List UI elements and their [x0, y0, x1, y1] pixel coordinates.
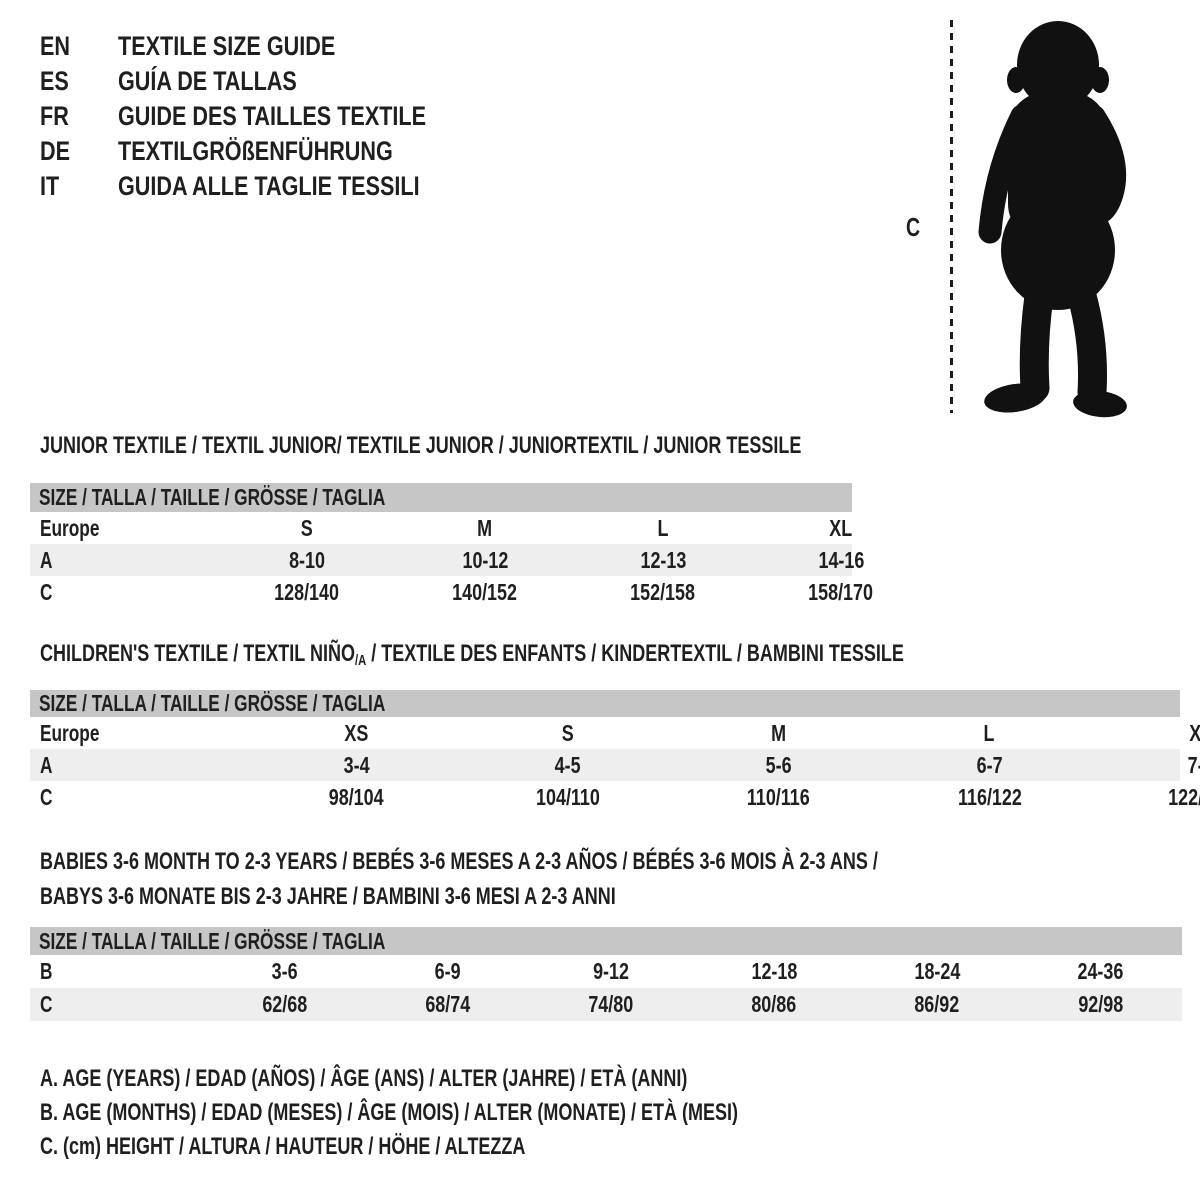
row-label: C — [40, 991, 53, 1017]
table-row-europe: Europe S M L XL — [30, 512, 852, 544]
language-row-en: EN TEXTILE SIZE GUIDE — [40, 29, 503, 64]
language-row-de: DE TEXTILGRÖßENFÜHRUNG — [40, 134, 503, 169]
language-title-list: EN TEXTILE SIZE GUIDE ES GUÍA DE TALLAS … — [40, 29, 503, 204]
row-label: C — [40, 579, 53, 605]
babies-size-table: SIZE / TALLA / TAILLE / GRÖSSE / TAGLIA … — [30, 927, 1182, 1021]
size-header-bar: SIZE / TALLA / TAILLE / GRÖSSE / TAGLIA — [30, 690, 1180, 717]
table-row-height: C 98/104 104/110 110/116 116/122 122/128 — [30, 781, 1200, 813]
guide-title-it: GUIDA ALLE TAGLIE TESSILI — [118, 171, 420, 201]
language-code: FR — [40, 101, 69, 131]
row-label: B — [40, 958, 53, 984]
size-header-bar: SIZE / TALLA / TAILLE / GRÖSSE / TAGLIA — [30, 927, 1182, 955]
language-code: EN — [40, 31, 71, 61]
legend-line-b: B. AGE (MONTHS) / EDAD (MESES) / ÂGE (MO… — [40, 1099, 738, 1126]
row-label: Europe — [40, 720, 100, 746]
language-row-it: IT GUIDA ALLE TAGLIE TESSILI — [40, 169, 503, 204]
junior-section-title: JUNIOR TEXTILE / TEXTIL JUNIOR/ TEXTILE … — [40, 432, 802, 459]
legend-line-c: C. (cm) HEIGHT / ALTURA / HAUTEUR / HÖHE… — [40, 1133, 526, 1160]
height-measure-label: C — [906, 212, 921, 242]
guide-title-en: TEXTILE SIZE GUIDE — [118, 31, 336, 61]
language-row-es: ES GUÍA DE TALLAS — [40, 64, 503, 99]
row-label: C — [40, 784, 53, 810]
table-row-height: C 128/140 140/152 152/158 158/170 — [30, 576, 873, 608]
row-label: Europe — [40, 515, 100, 541]
children-section-title: CHILDREN'S TEXTILE / TEXTIL NIÑO/A / TEX… — [40, 640, 904, 669]
table-row-europe: Europe XS S M L XL — [30, 717, 1200, 749]
row-label: A — [40, 547, 53, 573]
language-code: DE — [40, 136, 71, 166]
guide-title-es: GUÍA DE TALLAS — [118, 66, 297, 96]
row-label: A — [40, 752, 53, 778]
size-header-bar: SIZE / TALLA / TAILLE / GRÖSSE / TAGLIA — [30, 483, 852, 512]
children-size-table: SIZE / TALLA / TAILLE / GRÖSSE / TAGLIA … — [30, 690, 1200, 813]
guide-title-de: TEXTILGRÖßENFÜHRUNG — [118, 136, 393, 166]
table-row-height: C 62/68 68/74 74/80 80/86 86/92 92/98 — [30, 988, 1182, 1021]
babies-section-title: BABIES 3-6 MONTH TO 2-3 YEARS / BEBÉS 3-… — [40, 848, 878, 910]
legend-line-a: A. AGE (YEARS) / EDAD (AÑOS) / ÂGE (ANS)… — [40, 1065, 688, 1092]
language-row-fr: FR GUIDE DES TAILLES TEXTILE — [40, 99, 503, 134]
junior-size-table: SIZE / TALLA / TAILLE / GRÖSSE / TAGLIA … — [30, 483, 873, 608]
toddler-silhouette — [978, 21, 1127, 418]
table-row-months: B 3-6 6-9 9-12 12-18 18-24 24-36 — [30, 955, 1182, 988]
measurement-legend: A. AGE (YEARS) / EDAD (AÑOS) / ÂGE (ANS)… — [40, 1062, 971, 1164]
table-row-age: A 8-10 10-12 12-13 14-16 — [30, 544, 864, 576]
nino-a-subscript: /A — [354, 652, 367, 669]
height-measure-dashed-line — [950, 20, 953, 413]
language-code: ES — [40, 66, 69, 96]
language-code: IT — [40, 171, 60, 201]
guide-title-fr: GUIDE DES TAILLES TEXTILE — [118, 101, 427, 131]
table-row-age: A 3-4 4-5 5-6 6-7 7-8 — [30, 749, 1200, 781]
